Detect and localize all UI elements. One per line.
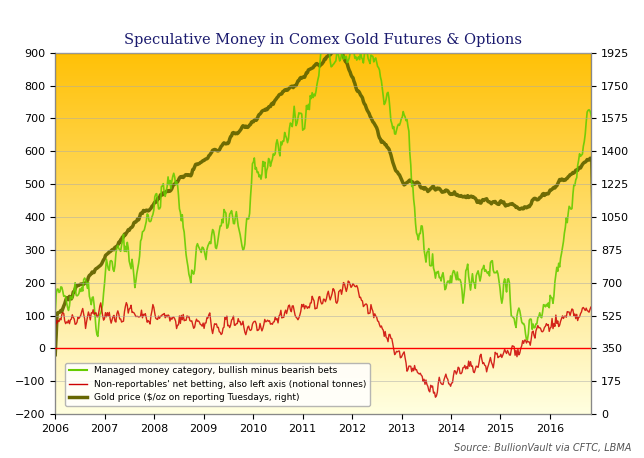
- Title: Speculative Money in Comex Gold Futures & Options: Speculative Money in Comex Gold Futures …: [124, 33, 522, 47]
- Text: Source: BullionVault via CFTC, LBMA: Source: BullionVault via CFTC, LBMA: [454, 443, 631, 453]
- Legend: Managed money category, bullish minus bearish bets, Non-reportables' net betting: Managed money category, bullish minus be…: [65, 363, 370, 406]
